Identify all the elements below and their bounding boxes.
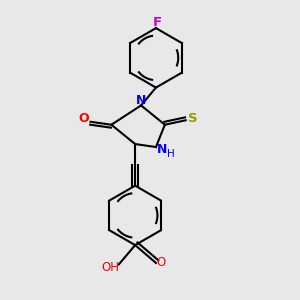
Text: O: O (157, 256, 166, 269)
Text: F: F (153, 16, 162, 29)
Text: N: N (157, 143, 168, 156)
Text: OH: OH (101, 262, 119, 275)
Text: O: O (79, 112, 89, 125)
Text: S: S (188, 112, 198, 125)
Text: H: H (167, 148, 175, 159)
Text: N: N (136, 94, 146, 107)
